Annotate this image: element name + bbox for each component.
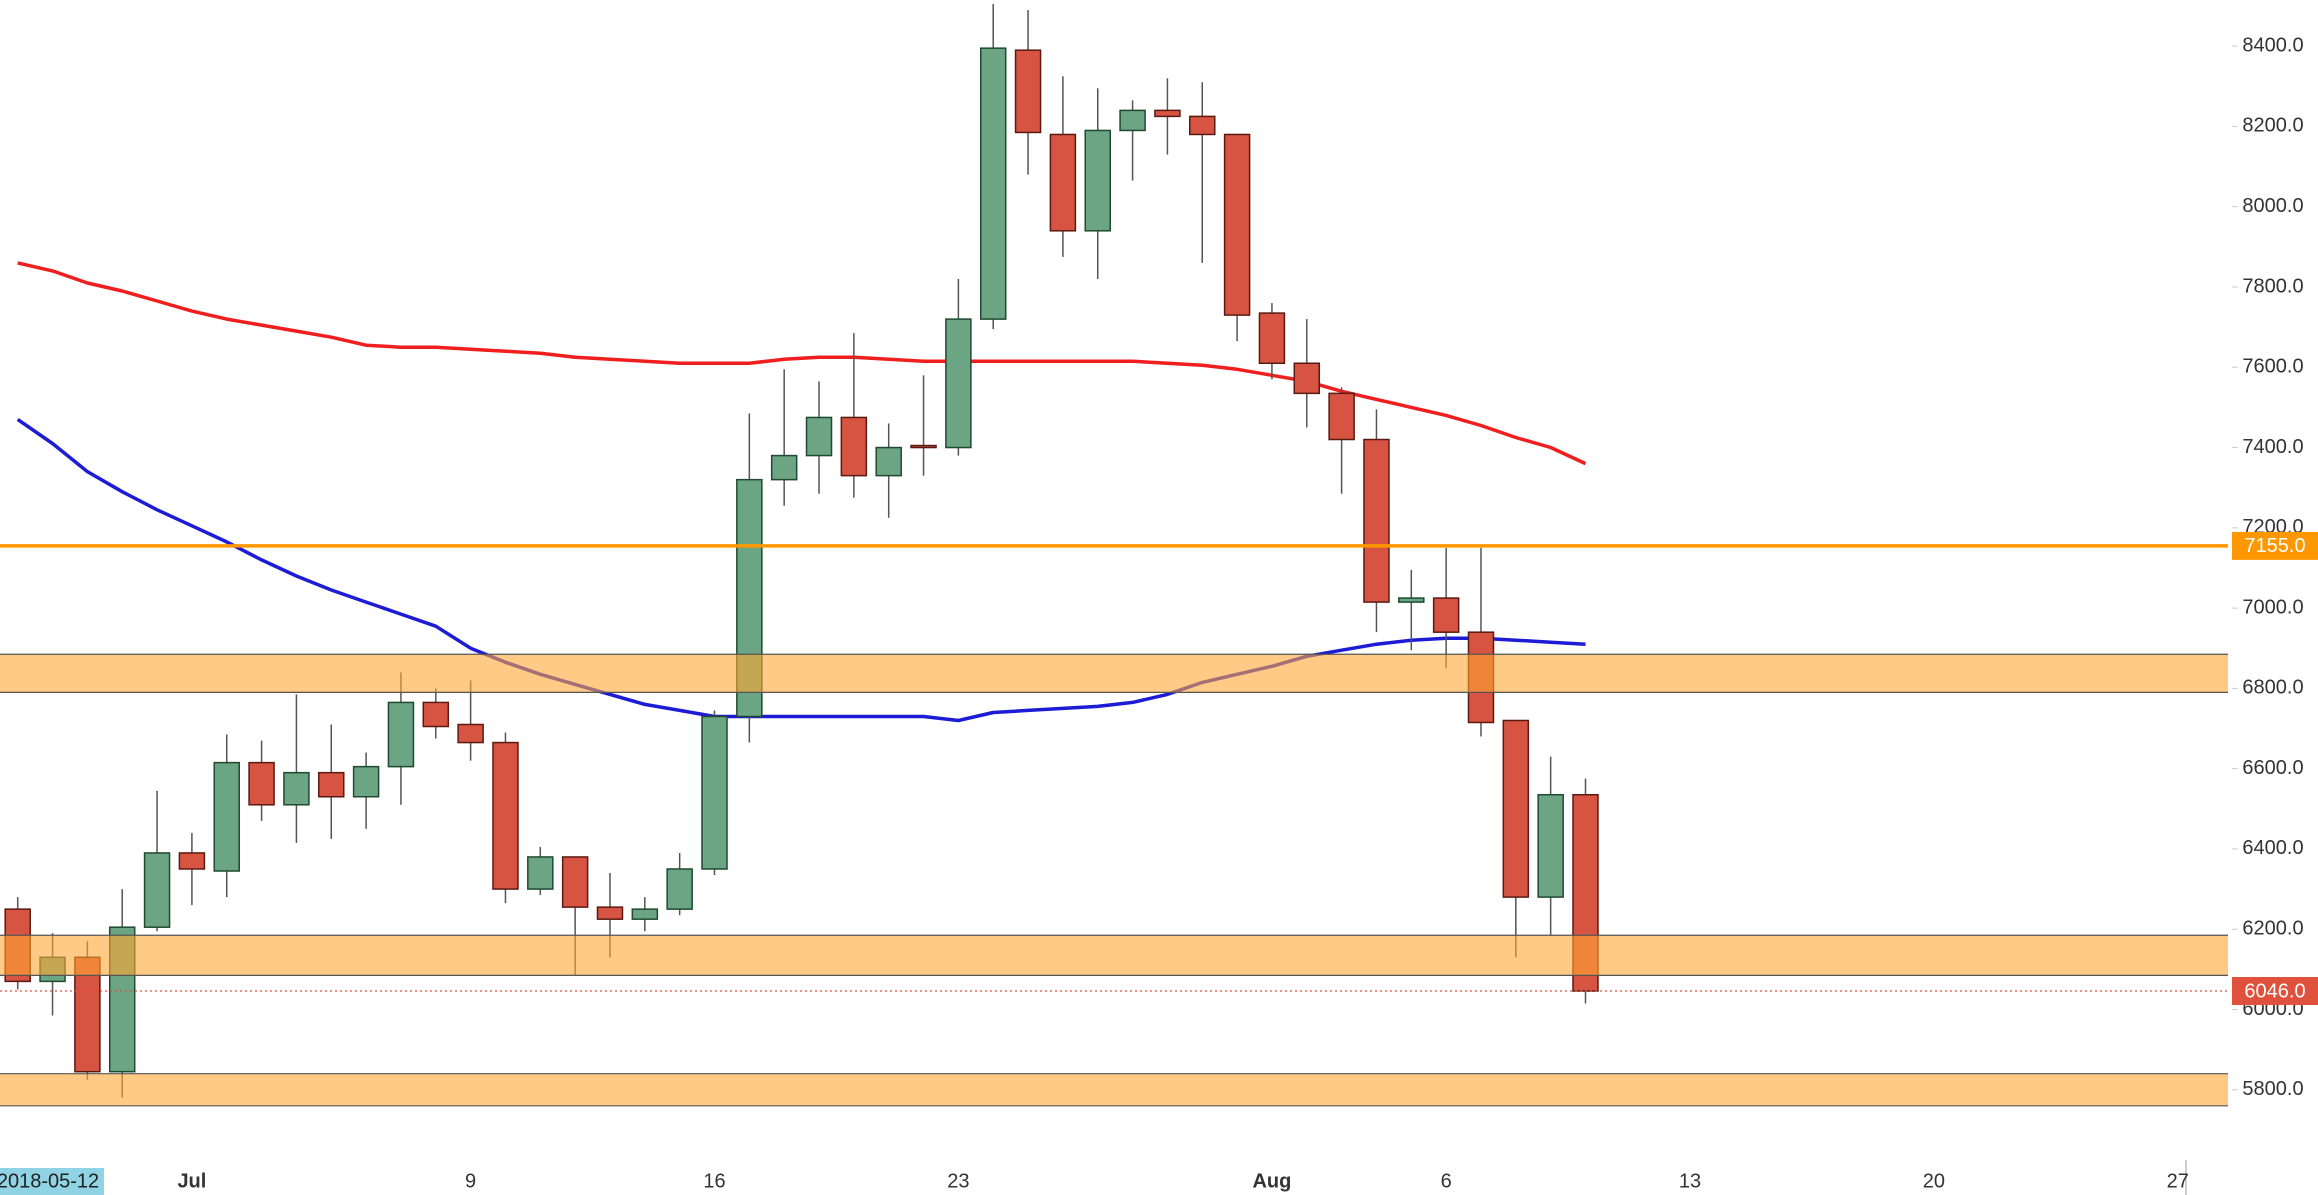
candle-body bbox=[1154, 109, 1181, 118]
price-tag bbox=[2232, 977, 2318, 1006]
y-tick-label: 7800.0 bbox=[2242, 275, 2303, 297]
candle-body bbox=[1293, 362, 1321, 395]
candle-body bbox=[1084, 129, 1111, 232]
price-tag-label: 6046.0 bbox=[2244, 980, 2305, 1002]
candle-body bbox=[910, 444, 937, 449]
candle-body bbox=[492, 741, 519, 890]
y-tick-label: 6600.0 bbox=[2242, 757, 2303, 779]
zone bbox=[0, 654, 2228, 693]
indicator-line bbox=[16, 417, 1586, 723]
x-tick-label: 9 bbox=[465, 1170, 476, 1192]
candle-body bbox=[457, 723, 484, 744]
candle-body bbox=[666, 868, 693, 910]
y-tick-label: 6400.0 bbox=[2242, 837, 2303, 859]
candle-body bbox=[387, 701, 415, 768]
candle-body bbox=[701, 715, 728, 870]
y-tick-label: 7400.0 bbox=[2242, 436, 2303, 458]
y-tick-label: 8400.0 bbox=[2242, 34, 2303, 56]
candle-body bbox=[945, 318, 972, 449]
candle-body bbox=[178, 852, 206, 870]
plot-area bbox=[0, 4, 2228, 1107]
candle-body bbox=[352, 765, 380, 798]
y-tick-label: 7600.0 bbox=[2242, 356, 2303, 378]
candle-body bbox=[631, 908, 659, 920]
y-tick-label: 8200.0 bbox=[2242, 115, 2303, 137]
candle-body bbox=[770, 454, 798, 481]
candle-body bbox=[248, 761, 275, 806]
zone bbox=[0, 1073, 2228, 1106]
candle-body bbox=[1014, 49, 1042, 134]
candle-body bbox=[596, 906, 624, 920]
y-tick-label: 6200.0 bbox=[2242, 917, 2303, 939]
candle-body bbox=[422, 701, 450, 728]
candle-body bbox=[1432, 597, 1460, 633]
candle-body bbox=[1223, 133, 1251, 316]
x-tick-label: 6 bbox=[1441, 1170, 1452, 1192]
x-tick-label: 13 bbox=[1679, 1170, 1701, 1192]
price-tag-label: 7155.0 bbox=[2244, 535, 2305, 557]
price-tag bbox=[2232, 531, 2318, 560]
y-tick-label: 8000.0 bbox=[2242, 195, 2303, 217]
y-tick-label: 5800.0 bbox=[2242, 1078, 2303, 1100]
x-tick-label: 27 bbox=[2167, 1170, 2189, 1192]
candle-body bbox=[318, 771, 345, 798]
indicator-line bbox=[17, 261, 1587, 466]
candle-body bbox=[561, 856, 589, 908]
x-tick-label: Jul bbox=[177, 1170, 206, 1192]
x-tick-label: Aug bbox=[1252, 1170, 1291, 1192]
x-tick-label: 20 bbox=[1923, 1170, 1945, 1192]
candle-body bbox=[1328, 392, 1355, 441]
candle-body bbox=[1258, 312, 1286, 365]
candle-body bbox=[1189, 115, 1216, 136]
candle-body bbox=[1502, 719, 1530, 898]
candle-body bbox=[143, 852, 171, 928]
candle-body bbox=[1537, 793, 1564, 898]
candle-body bbox=[875, 446, 902, 477]
y-tick-label: 6800.0 bbox=[2242, 677, 2303, 699]
crosshair-tag bbox=[0, 1168, 104, 1195]
zone bbox=[0, 935, 2228, 976]
x-tick-label: 16 bbox=[703, 1170, 725, 1192]
candle-body bbox=[979, 47, 1007, 320]
x-tick-label: 23 bbox=[947, 1170, 969, 1192]
candle-body bbox=[527, 856, 554, 890]
candle-body bbox=[1398, 597, 1425, 603]
candle-body bbox=[1049, 133, 1077, 232]
candle-body bbox=[805, 416, 833, 457]
candle-body bbox=[213, 761, 240, 872]
candle-body bbox=[1119, 109, 1146, 132]
y-tick-label: 7000.0 bbox=[2242, 596, 2303, 618]
candle-body bbox=[1363, 438, 1390, 603]
crosshair-label: 2018-05-12 bbox=[0, 1170, 99, 1192]
candle-body bbox=[840, 416, 868, 477]
candle-body bbox=[283, 771, 310, 806]
